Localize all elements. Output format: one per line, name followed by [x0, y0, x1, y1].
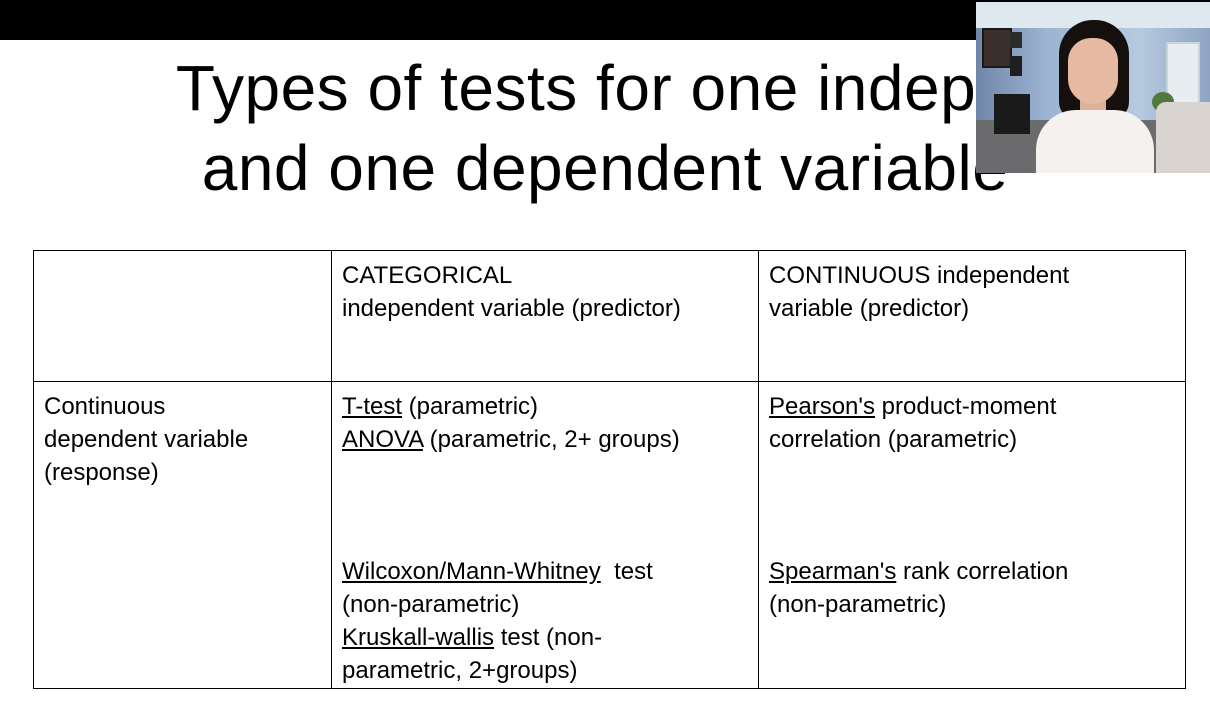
webcam-picture-frame: [1010, 32, 1022, 48]
webcam-overlay: [976, 2, 1210, 173]
wilcoxon-note-line-2: (non-parametric): [342, 591, 520, 618]
empty-header-cell: [33, 250, 332, 382]
webcam-picture-frame: [982, 28, 1012, 68]
row-label-line-2: dependent variable: [44, 426, 249, 453]
continuous-header-line-1: CONTINUOUS independent: [769, 262, 1070, 289]
spearman-link[interactable]: Spearman's: [769, 558, 897, 585]
categorical-header-line-1: CATEGORICAL: [342, 262, 513, 289]
wilcoxon-link[interactable]: Wilcoxon/Mann-Whitney: [342, 558, 601, 585]
webcam-person-body: [1036, 110, 1154, 173]
wilcoxon-note: test: [600, 558, 653, 585]
pearson-note-line-2: correlation (parametric): [769, 426, 1018, 453]
webcam-person-face: [1068, 38, 1118, 104]
kruskal-note-line-2: parametric, 2+groups): [342, 657, 578, 684]
table-header-row: CATEGORICAL independent variable (predic…: [33, 250, 1186, 382]
webcam-picture-frame: [1010, 56, 1022, 76]
row-label-cell: Continuous dependent variable (response): [33, 381, 332, 689]
spearman-note-line-2: (non-parametric): [769, 591, 947, 618]
table-row: Continuous dependent variable (response)…: [33, 381, 1186, 689]
row-label-line-1: Continuous: [44, 393, 166, 420]
spearman-note: rank correlation: [896, 558, 1069, 585]
categorical-header-cell: CATEGORICAL independent variable (predic…: [331, 250, 759, 382]
continuous-header-cell: CONTINUOUS independent variable (predict…: [758, 250, 1186, 382]
ttest-link[interactable]: T-test: [342, 393, 403, 420]
cell-spacer: [769, 456, 1175, 555]
webcam-monitor: [994, 94, 1030, 134]
continuous-tests-cell: Pearson's product-moment correlation (pa…: [758, 381, 1186, 689]
tests-table: CATEGORICAL independent variable (predic…: [33, 250, 1186, 689]
categorical-header-line-2: independent variable (predictor): [342, 295, 681, 322]
wilcoxon-line: Wilcoxon/Mann-Whitney test: [342, 555, 748, 588]
anova-line: ANOVA (parametric, 2+ groups): [342, 423, 748, 456]
slide-title: Types of tests for one indeper and one d…: [0, 48, 1210, 208]
row-label-line-3: (response): [44, 459, 159, 486]
webcam-chair: [1156, 102, 1210, 173]
pearson-link[interactable]: Pearson's: [769, 393, 875, 420]
anova-note: (parametric, 2+ groups): [422, 426, 680, 453]
kruskal-note: test (non-: [494, 624, 603, 651]
continuous-header-line-2: variable (predictor): [769, 295, 970, 322]
kruskal-line: Kruskall-wallis test (non-: [342, 621, 748, 654]
anova-link[interactable]: ANOVA: [342, 426, 423, 453]
cell-spacer: [342, 456, 748, 555]
spearman-line: Spearman's rank correlation: [769, 555, 1175, 588]
kruskal-link[interactable]: Kruskall-wallis: [342, 624, 495, 651]
ttest-note: (parametric): [402, 393, 539, 420]
pearson-line: Pearson's product-moment: [769, 390, 1175, 423]
ttest-line: T-test (parametric): [342, 390, 748, 423]
title-line-2: and one dependent variable: [201, 132, 1009, 204]
pearson-note: product-moment: [874, 393, 1057, 420]
categorical-tests-cell: T-test (parametric) ANOVA (parametric, 2…: [331, 381, 759, 689]
title-line-1: Types of tests for one indeper: [175, 52, 1035, 124]
